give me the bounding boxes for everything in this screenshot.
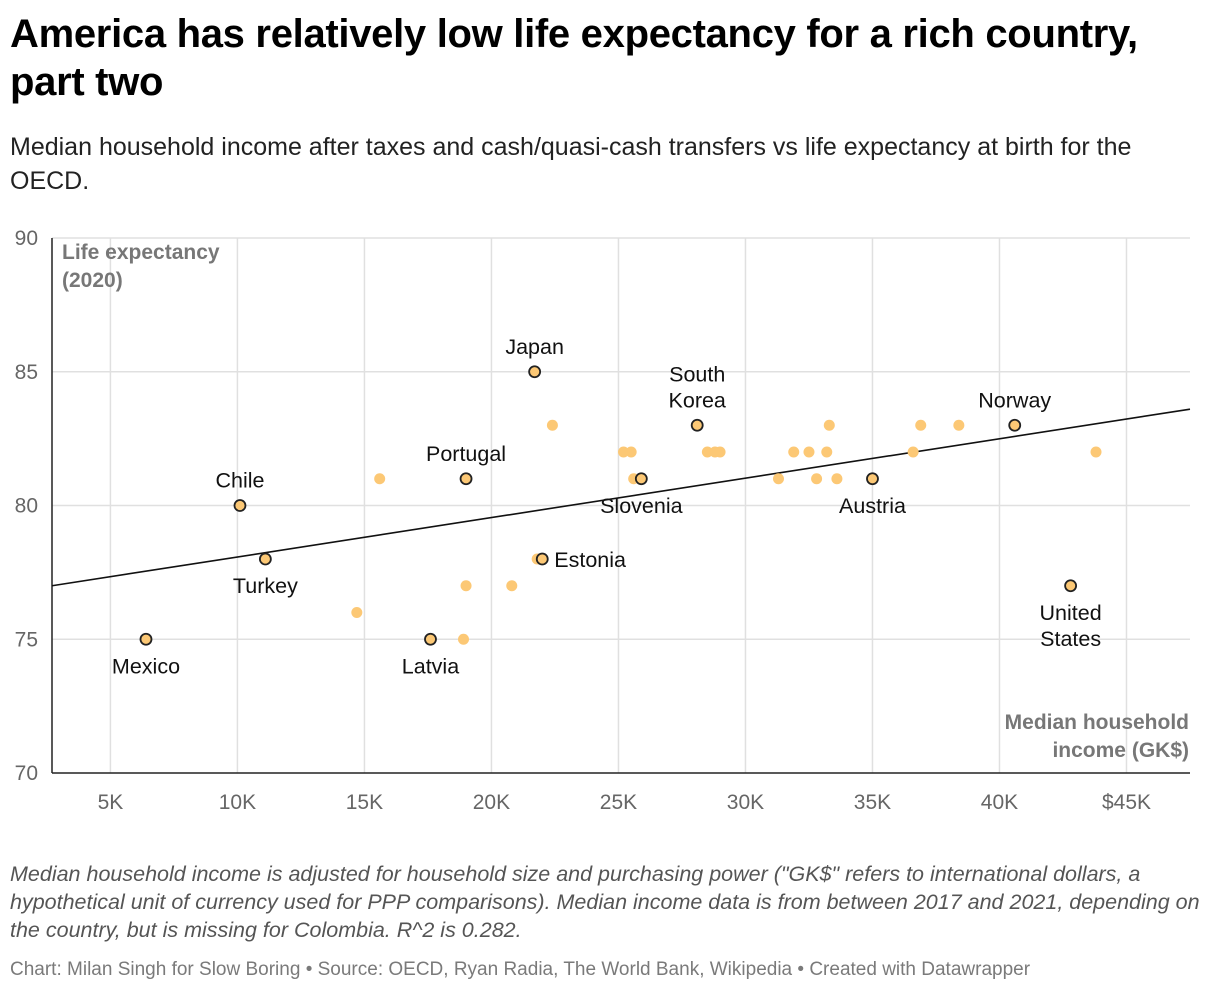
point-label: Slovenia — [600, 494, 683, 518]
y-axis-title: (2020) — [62, 269, 123, 292]
trendline-layer — [51, 408, 1191, 587]
highlighted-point — [1064, 579, 1078, 593]
x-tick-label: 40K — [981, 791, 1018, 814]
y-axis-title: Life expectancy — [62, 241, 220, 264]
data-point — [821, 446, 833, 458]
data-point — [953, 419, 965, 431]
x-tick-label: 25K — [600, 791, 637, 814]
x-tick-label: 10K — [219, 791, 256, 814]
highlighted-point — [233, 499, 247, 512]
y-tick-label: 75 — [15, 628, 38, 651]
x-tick-label: $45K — [1102, 791, 1151, 814]
highlighted-point — [634, 472, 648, 486]
highlighted-point — [459, 472, 473, 486]
point-label: South — [669, 362, 725, 386]
chart-subtitle: Median household income after taxes and … — [10, 133, 1132, 195]
highlighted-point — [528, 365, 542, 379]
x-axis-title: income (GK$) — [1052, 739, 1189, 762]
point-label: States — [1040, 627, 1101, 651]
point-label: Portugal — [426, 442, 506, 466]
data-point — [506, 580, 518, 592]
highlighted-point — [690, 418, 704, 432]
highlighted-point — [258, 552, 272, 566]
highlighted-point — [424, 632, 437, 646]
point-label: Austria — [839, 494, 906, 518]
y-tick-label: 85 — [15, 361, 38, 384]
data-point — [374, 473, 386, 485]
x-tick-label: 20K — [473, 791, 510, 814]
data-point — [831, 473, 843, 485]
point-label: Mexico — [112, 654, 180, 678]
scatter-chart: 70 75 80 85 90 5K 10K 15K 20K 25K 30K 35K 40K $45K Lif… — [15, 227, 1191, 814]
data-point — [546, 419, 558, 431]
point-label: Turkey — [233, 574, 298, 598]
chart-title: America has relatively low life expectan… — [10, 12, 1138, 104]
data-point — [351, 607, 363, 618]
point-label: Chile — [215, 469, 264, 493]
y-tick-label: 70 — [15, 762, 38, 785]
x-tick-label: 30K — [727, 791, 764, 814]
data-point — [618, 446, 630, 458]
highlighted-point — [1008, 418, 1022, 432]
x-tick-label: 35K — [854, 791, 891, 814]
point-labels-layer: Mexico Chile Turkey Portugal Latvia Japan Esto… — [112, 335, 1102, 679]
x-axis-title: Median household — [1005, 711, 1189, 734]
point-label: Korea — [669, 388, 726, 412]
point-label: Japan — [505, 335, 564, 359]
data-point — [915, 419, 927, 431]
data-point — [811, 473, 823, 485]
data-point — [803, 446, 815, 458]
chart-notes: Median household income is adjusted for … — [10, 862, 1200, 942]
data-point — [714, 446, 726, 458]
data-point — [788, 446, 800, 458]
chart-credit: Chart: Milan Singh for Slow Boring • Sou… — [10, 959, 1031, 980]
y-tick-label: 80 — [15, 495, 38, 518]
data-point — [625, 446, 637, 458]
highlighted-points-layer — [139, 365, 1078, 646]
highlighted-point — [866, 472, 879, 486]
data-point — [458, 633, 470, 645]
data-point — [772, 473, 784, 485]
point-label: Estonia — [554, 548, 626, 572]
x-tick-label: 15K — [346, 791, 383, 814]
point-label: Latvia — [402, 654, 459, 678]
y-tick-label: 90 — [15, 227, 38, 250]
data-point — [1090, 446, 1102, 458]
highlighted-point — [535, 552, 549, 566]
data-point — [460, 580, 472, 592]
data-point — [701, 446, 713, 458]
x-tick-label: 5K — [98, 791, 124, 814]
trendline — [51, 408, 1191, 587]
axis-layer: 70 75 80 85 90 5K 10K 15K 20K 25K 30K 35K 40K $45K Lif… — [15, 227, 1190, 814]
highlighted-point — [139, 632, 153, 646]
data-point — [823, 419, 835, 431]
point-label: Norway — [978, 388, 1051, 412]
data-point — [907, 446, 919, 458]
point-label: United — [1040, 601, 1102, 625]
